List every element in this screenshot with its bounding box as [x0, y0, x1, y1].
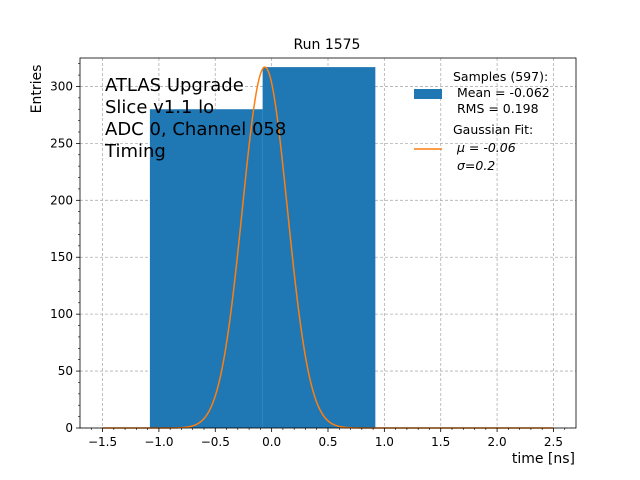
legend-samples-line-2: Mean = -0.062 — [453, 85, 550, 100]
legend-samples-line-3: RMS = 0.198 — [453, 101, 539, 116]
annotation-line-4: Timing — [104, 141, 166, 162]
x-tick-label: 1.0 — [375, 435, 394, 449]
histogram-bars — [149, 67, 376, 428]
annotation-line-2: Slice v1.1 lo — [105, 97, 214, 118]
annotation-line-1: ATLAS Upgrade — [105, 75, 244, 96]
chart-title: Run 1575 — [294, 37, 361, 53]
legend-samples-line-1: Samples (597): — [453, 69, 548, 84]
x-tick-label: −0.5 — [201, 435, 230, 449]
legend-samples-swatch — [414, 89, 442, 99]
legend-fit-line-3: σ=0.2 — [453, 158, 495, 173]
y-tick-label: 250 — [50, 136, 73, 150]
y-tick-label: 150 — [50, 250, 73, 264]
y-tick-label: 0 — [65, 421, 73, 435]
x-tick-label: 0.0 — [262, 435, 281, 449]
histogram-bar — [149, 109, 263, 428]
x-tick-label: 0.5 — [318, 435, 337, 449]
y-tick-label: 200 — [50, 193, 73, 207]
legend-fit-line-1: Gaussian Fit: — [453, 122, 533, 137]
y-tick-label: 100 — [50, 307, 73, 321]
y-axis-ticks: 0 50 100 150 200 250 300 — [50, 79, 80, 435]
x-tick-label: −1.5 — [88, 435, 117, 449]
y-tick-label: 50 — [58, 364, 73, 378]
annotation-line-3: ADC 0, Channel 058 — [105, 119, 286, 140]
x-axis-label: time [ns] — [512, 451, 575, 467]
x-axis-ticks: −1.5 −1.0 −0.5 0.0 0.5 1.0 1.5 2.0 2.5 — [88, 428, 563, 449]
y-tick-label: 300 — [50, 79, 73, 93]
x-tick-label: 1.5 — [431, 435, 450, 449]
y-axis-label: Entries — [29, 65, 45, 114]
annotation-text: ATLAS Upgrade Slice v1.1 lo ADC 0, Chann… — [104, 75, 286, 162]
x-tick-label: 2.0 — [488, 435, 507, 449]
legend: Samples (597): Mean = -0.062 RMS = 0.198… — [414, 69, 550, 173]
minor-ticks — [78, 63, 566, 430]
histogram-bar — [262, 67, 376, 428]
x-tick-label: 2.5 — [544, 435, 563, 449]
legend-fit-line-2: μ = -0.06 — [453, 140, 516, 155]
x-tick-label: −1.0 — [144, 435, 173, 449]
